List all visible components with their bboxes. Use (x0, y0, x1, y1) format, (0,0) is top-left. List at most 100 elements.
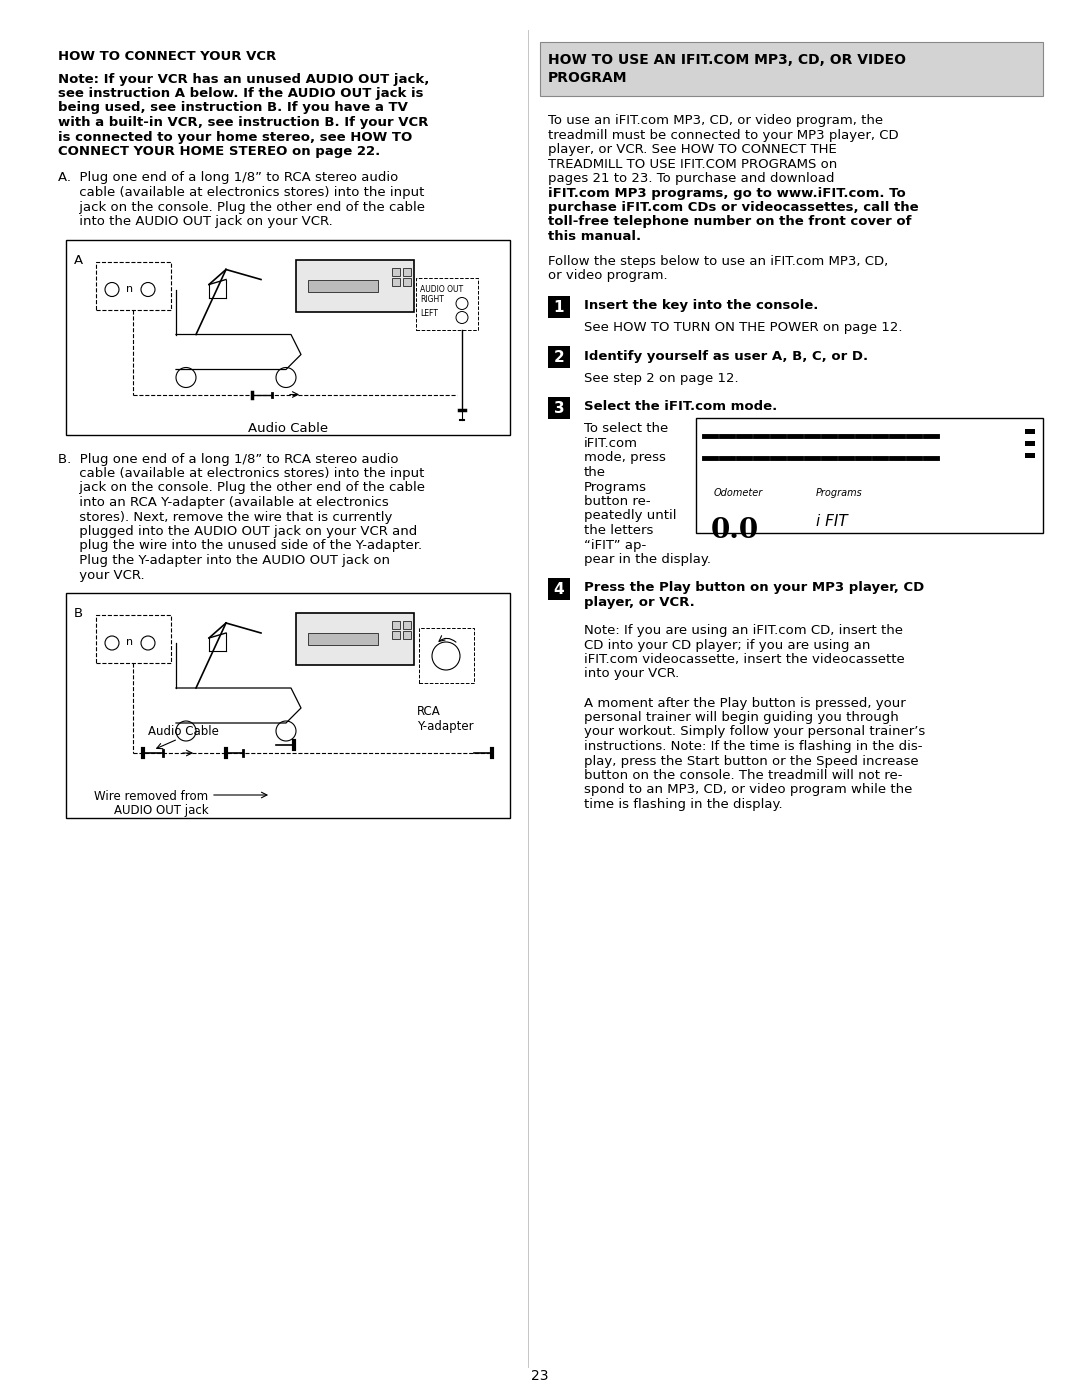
Text: treadmill must be connected to your MP3 player, CD: treadmill must be connected to your MP3 … (548, 129, 899, 141)
Circle shape (176, 367, 195, 387)
Text: the letters: the letters (584, 524, 653, 536)
Text: into an RCA Y-adapter (available at electronics: into an RCA Y-adapter (available at elec… (58, 496, 389, 509)
Bar (96, 261, 171, 310)
Bar (308, 279, 378, 292)
Text: mode, press: mode, press (584, 451, 666, 464)
Text: HOW TO USE AN IFIT.COM MP3, CD, OR VIDEO: HOW TO USE AN IFIT.COM MP3, CD, OR VIDEO (548, 53, 906, 67)
Circle shape (105, 636, 119, 650)
Bar (392, 267, 400, 275)
Text: Identify yourself as user A, B, C, or D.: Identify yourself as user A, B, C, or D. (584, 351, 868, 363)
Bar (540, 42, 1043, 96)
Text: Note: If your VCR has an unused AUDIO OUT jack,: Note: If your VCR has an unused AUDIO OU… (58, 73, 430, 85)
Text: cable (available at electronics stores) into the input: cable (available at electronics stores) … (58, 186, 424, 198)
Text: pages 21 to 23. To purchase and download: pages 21 to 23. To purchase and download (548, 172, 835, 184)
Bar (392, 631, 400, 638)
Circle shape (141, 636, 156, 650)
Text: B: B (75, 608, 83, 620)
Text: Audio Cable: Audio Cable (248, 422, 328, 436)
Text: CD into your CD player; if you are using an: CD into your CD player; if you are using… (584, 638, 870, 651)
Bar (548, 346, 570, 367)
Text: Press the Play button on your MP3 player, CD: Press the Play button on your MP3 player… (584, 581, 924, 595)
Text: See HOW TO TURN ON THE POWER on page 12.: See HOW TO TURN ON THE POWER on page 12. (584, 321, 903, 334)
Circle shape (276, 721, 296, 740)
Text: purchase iFIT.com CDs or videocassettes, call the: purchase iFIT.com CDs or videocassettes,… (548, 201, 919, 214)
Text: i FIT: i FIT (816, 514, 848, 529)
Text: Plug the Y-adapter into the AUDIO OUT jack on: Plug the Y-adapter into the AUDIO OUT ja… (58, 555, 390, 567)
Text: Follow the steps below to use an iFIT.com MP3, CD,: Follow the steps below to use an iFIT.co… (548, 254, 888, 267)
Text: LEFT: LEFT (420, 310, 437, 319)
Bar (696, 418, 1043, 532)
Bar (1025, 453, 1035, 457)
Text: button on the console. The treadmill will not re-: button on the console. The treadmill wil… (584, 768, 903, 782)
Circle shape (456, 298, 468, 310)
Text: pear in the display.: pear in the display. (584, 553, 711, 566)
Circle shape (176, 721, 195, 740)
Bar (548, 296, 570, 317)
Text: into your VCR.: into your VCR. (584, 668, 679, 680)
Bar (66, 239, 510, 434)
Bar (296, 613, 414, 665)
Bar (308, 633, 378, 645)
Text: 4: 4 (554, 583, 565, 597)
Text: 3: 3 (554, 401, 565, 416)
Circle shape (105, 282, 119, 296)
Text: the: the (584, 467, 606, 479)
Text: Note: If you are using an iFIT.com CD, insert the: Note: If you are using an iFIT.com CD, i… (584, 624, 903, 637)
Text: Programs: Programs (584, 481, 647, 493)
Text: player, or VCR. See HOW TO CONNECT THE: player, or VCR. See HOW TO CONNECT THE (548, 142, 837, 156)
Text: See step 2 on page 12.: See step 2 on page 12. (584, 372, 739, 386)
Bar (1025, 429, 1035, 433)
Text: iFIT.com: iFIT.com (584, 437, 638, 450)
Bar (416, 278, 478, 330)
Circle shape (141, 282, 156, 296)
Text: AUDIO OUT jack: AUDIO OUT jack (114, 805, 208, 817)
Text: CONNECT YOUR HOME STEREO on page 22.: CONNECT YOUR HOME STEREO on page 22. (58, 145, 380, 158)
Text: or video program.: or video program. (548, 270, 667, 282)
Text: your VCR.: your VCR. (58, 569, 145, 581)
Text: n: n (126, 637, 134, 647)
Text: button re-: button re- (584, 495, 650, 509)
Bar (96, 615, 171, 664)
Text: iFIT.com videocassette, insert the videocassette: iFIT.com videocassette, insert the video… (584, 652, 905, 666)
Text: jack on the console. Plug the other end of the cable: jack on the console. Plug the other end … (58, 201, 426, 214)
Text: iFIT.com MP3 programs, go to www.iFIT.com. To: iFIT.com MP3 programs, go to www.iFIT.co… (548, 187, 906, 200)
Text: Wire removed from: Wire removed from (94, 789, 208, 803)
Text: A.  Plug one end of a long 1/8” to RCA stereo audio: A. Plug one end of a long 1/8” to RCA st… (58, 172, 399, 184)
Text: stores). Next, remove the wire that is currently: stores). Next, remove the wire that is c… (58, 510, 392, 524)
Text: Y-adapter: Y-adapter (417, 719, 474, 733)
Text: jack on the console. Plug the other end of the cable: jack on the console. Plug the other end … (58, 482, 426, 495)
Text: HOW TO CONNECT YOUR VCR: HOW TO CONNECT YOUR VCR (58, 50, 276, 63)
Bar (403, 278, 411, 285)
Bar (548, 397, 570, 419)
Text: 2: 2 (554, 351, 565, 366)
Bar (296, 260, 414, 312)
Text: player, or VCR.: player, or VCR. (584, 597, 694, 609)
Text: RIGHT: RIGHT (420, 296, 444, 305)
Text: peatedly until: peatedly until (584, 510, 676, 522)
Text: your workout. Simply follow your personal trainer’s: your workout. Simply follow your persona… (584, 725, 926, 739)
Text: Select the iFIT.com mode.: Select the iFIT.com mode. (584, 401, 778, 414)
Text: To select the: To select the (584, 422, 669, 436)
Text: into the AUDIO OUT jack on your VCR.: into the AUDIO OUT jack on your VCR. (58, 215, 333, 228)
Bar (392, 278, 400, 285)
Circle shape (432, 643, 460, 671)
Text: plugged into the AUDIO OUT jack on your VCR and: plugged into the AUDIO OUT jack on your … (58, 525, 417, 538)
Text: this manual.: this manual. (548, 231, 642, 243)
Text: PROGRAM: PROGRAM (548, 71, 627, 85)
Text: To use an iFIT.com MP3, CD, or video program, the: To use an iFIT.com MP3, CD, or video pro… (548, 115, 883, 127)
Text: personal trainer will begin guiding you through: personal trainer will begin guiding you … (584, 711, 899, 724)
Text: is connected to your home stereo, see HOW TO: is connected to your home stereo, see HO… (58, 130, 413, 144)
Text: n: n (126, 284, 134, 293)
Text: A moment after the Play button is pressed, your: A moment after the Play button is presse… (584, 697, 906, 710)
Text: RCA: RCA (417, 705, 441, 718)
Circle shape (456, 312, 468, 324)
Text: Odometer: Odometer (714, 488, 764, 497)
Text: Programs: Programs (816, 488, 863, 497)
Bar (548, 577, 570, 599)
Text: being used, see instruction B. If you have a TV: being used, see instruction B. If you ha… (58, 102, 408, 115)
Bar (1025, 440, 1035, 446)
Text: see instruction A below. If the AUDIO OUT jack is: see instruction A below. If the AUDIO OU… (58, 87, 423, 101)
Text: 23: 23 (531, 1369, 549, 1383)
Text: AUDIO OUT: AUDIO OUT (420, 285, 463, 295)
Bar (403, 631, 411, 638)
